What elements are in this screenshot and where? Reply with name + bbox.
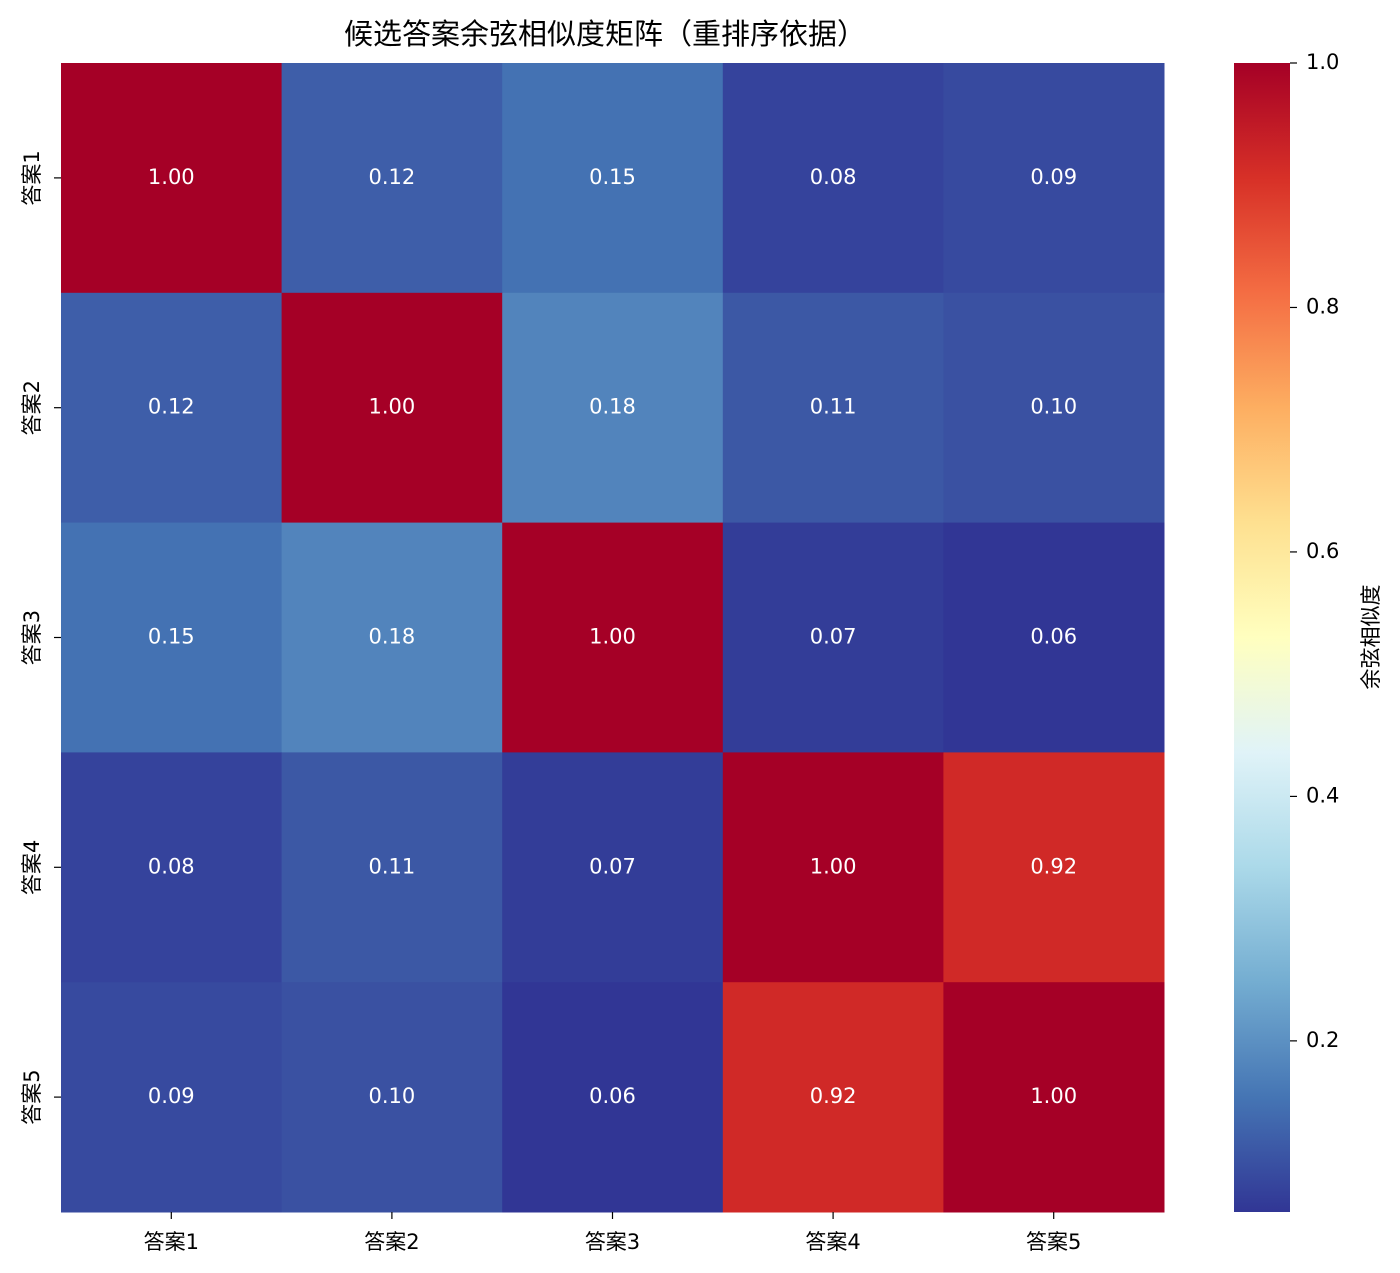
heatmap-cell xyxy=(61,982,283,1213)
cell-label: 0.10 xyxy=(369,1084,416,1108)
colorbar-tick-label: 0.6 xyxy=(1306,539,1339,563)
heatmap-cell xyxy=(943,63,1165,294)
cell-label: 0.06 xyxy=(589,1084,636,1108)
cell-label: 0.08 xyxy=(148,854,195,878)
x-tick-label: 答案3 xyxy=(585,1230,640,1254)
cell-label: 0.15 xyxy=(589,165,636,189)
heatmap-cell xyxy=(281,63,503,294)
heatmap-cell xyxy=(281,752,503,983)
cell-label: 0.07 xyxy=(810,625,857,649)
cell-label: 0.12 xyxy=(148,395,195,419)
heatmap-cell xyxy=(502,292,724,524)
cell-label: 0.09 xyxy=(1030,165,1077,189)
heatmap-cell xyxy=(61,522,283,753)
cell-label: 0.10 xyxy=(1030,395,1077,419)
heatmap-cell xyxy=(61,63,283,294)
y-tick-label: 答案2 xyxy=(20,380,44,435)
heatmap-cell xyxy=(722,522,944,753)
heatmap-cell xyxy=(943,982,1165,1213)
cell-label: 0.09 xyxy=(148,1084,195,1108)
cell-label: 0.92 xyxy=(810,1084,857,1108)
heatmap-cell xyxy=(502,982,724,1213)
colorbar xyxy=(1234,63,1290,1212)
colorbar-tick-label: 1.0 xyxy=(1306,50,1339,74)
heatmap-cell xyxy=(502,752,724,983)
cell-label: 0.08 xyxy=(810,165,857,189)
cell-label: 0.12 xyxy=(369,165,416,189)
heatmap-cell xyxy=(943,522,1165,753)
chart-title: 候选答案余弦相似度矩阵（重排序依据） xyxy=(344,17,866,51)
heatmap-cell xyxy=(281,982,503,1213)
y-tick-label: 答案4 xyxy=(20,840,44,895)
cell-label: 0.11 xyxy=(369,854,416,878)
x-tick-label: 答案2 xyxy=(364,1230,419,1254)
cell-label: 0.07 xyxy=(589,854,636,878)
cell-label: 1.00 xyxy=(1030,1084,1077,1108)
heatmap-cell xyxy=(943,292,1165,524)
cell-label: 1.00 xyxy=(369,395,416,419)
heatmap-cell xyxy=(502,522,724,753)
cell-label: 1.00 xyxy=(810,854,857,878)
x-tick-label: 答案5 xyxy=(1026,1230,1081,1254)
cell-label: 0.92 xyxy=(1030,854,1077,878)
cell-label: 0.11 xyxy=(810,395,857,419)
heatmap-cell xyxy=(502,63,724,294)
heatmap-cell xyxy=(61,292,283,524)
heatmap-cell xyxy=(943,752,1165,983)
colorbar-tick-label: 0.8 xyxy=(1306,294,1339,318)
y-tick-label: 答案3 xyxy=(20,610,44,665)
x-tick-label: 答案4 xyxy=(805,1230,860,1254)
x-tick-label: 答案1 xyxy=(144,1230,199,1254)
cell-label: 0.18 xyxy=(589,395,636,419)
cell-label: 0.15 xyxy=(148,625,195,649)
heatmap-cell xyxy=(61,752,283,983)
colorbar-label: 余弦相似度 xyxy=(1359,585,1383,690)
colorbar-tick-label: 0.2 xyxy=(1306,1028,1339,1052)
heatmap-cell xyxy=(722,63,944,294)
heatmap-cell xyxy=(281,522,503,753)
heatmap-cell xyxy=(722,982,944,1213)
heatmap-cell xyxy=(722,752,944,983)
y-tick-label: 答案1 xyxy=(20,150,44,205)
y-tick-label: 答案5 xyxy=(20,1069,44,1124)
heatmap-cell xyxy=(722,292,944,524)
cell-label: 0.06 xyxy=(1030,625,1077,649)
colorbar-tick-label: 0.4 xyxy=(1306,783,1339,807)
cell-label: 0.18 xyxy=(369,625,416,649)
cell-label: 1.00 xyxy=(589,625,636,649)
heatmap-cell xyxy=(281,292,503,524)
cell-label: 1.00 xyxy=(148,165,195,189)
